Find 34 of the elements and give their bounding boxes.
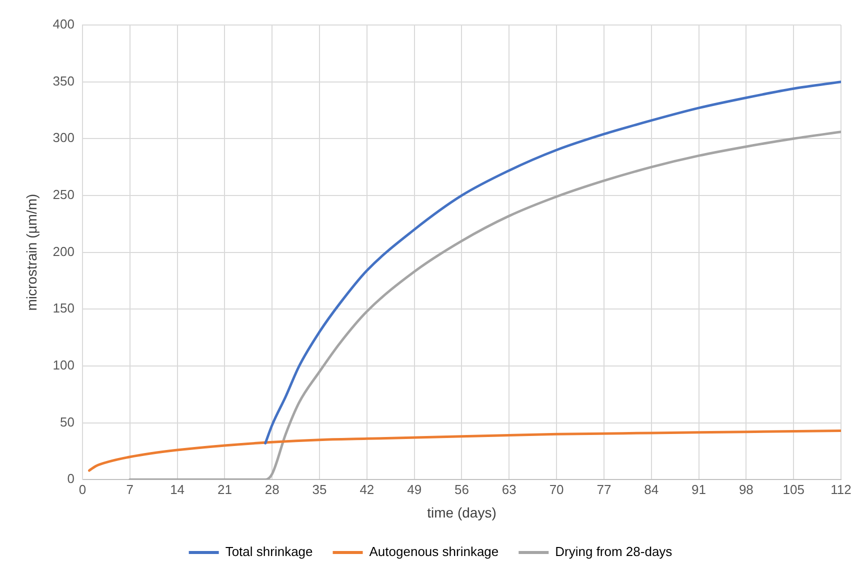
y-tick-label: 150 [52, 300, 74, 316]
y-tick-label: 400 [52, 16, 74, 32]
x-tick-label: 14 [170, 482, 185, 497]
y-tick-label: 300 [52, 130, 74, 146]
x-tick-label: 42 [360, 482, 374, 497]
x-tick-label: 77 [596, 482, 612, 497]
x-tick-label: 63 [502, 482, 516, 497]
x-tick-label: 105 [782, 482, 804, 497]
y-tick-label: 0 [67, 471, 74, 486]
x-tick-label: 0 [78, 482, 86, 497]
y-tick-label: 350 [52, 73, 74, 88]
legend-label: Autogenous shrinkage [369, 544, 499, 560]
x-tick-label: 35 [312, 482, 327, 497]
x-tick-label: 49 [407, 482, 422, 497]
y-tick-label: 50 [60, 414, 74, 430]
y-tick-label: 250 [52, 187, 74, 202]
line-series [88, 429, 841, 472]
y-axis-title: microstrain (µm/m) [23, 194, 40, 311]
x-axis-title: time (days) [427, 504, 496, 520]
x-tick-label: 91 [692, 482, 706, 497]
legend-label: Drying from 28-days [555, 544, 673, 560]
x-tick-label: 28 [264, 482, 280, 497]
x-tick-label: 84 [644, 482, 659, 497]
x-tick-label: 21 [217, 482, 232, 497]
x-tick-label: 70 [549, 482, 564, 497]
line-series [264, 80, 841, 444]
x-tick-label: 7 [126, 482, 134, 497]
line-series [128, 130, 841, 480]
legend-label: Total shrinkage [225, 544, 313, 560]
x-tick-label: 112 [830, 482, 852, 497]
y-tick-label: 200 [52, 244, 74, 259]
x-tick-label: 98 [738, 482, 754, 497]
y-tick-label: 100 [52, 358, 74, 373]
x-tick-label: 56 [454, 482, 469, 497]
